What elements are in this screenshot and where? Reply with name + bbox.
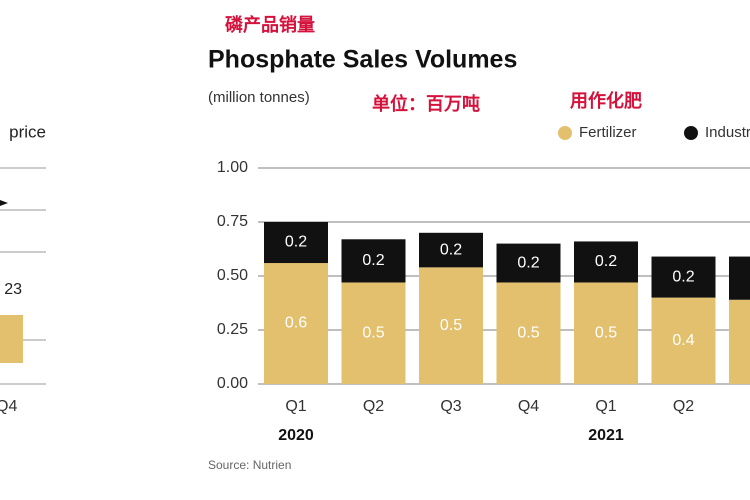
x-tick-label: Q2 (673, 398, 694, 415)
x-tick-label: Q1 (595, 398, 616, 415)
legend-swatch (558, 126, 572, 140)
bar-segment (264, 222, 328, 264)
annotation: 用作化肥 (570, 90, 642, 112)
data-label: 0.4 (672, 332, 694, 349)
source: Source: Nutrien (208, 458, 291, 472)
y-tick-label: 0.00 (217, 375, 248, 392)
x-tick-label: Q1 (285, 398, 306, 415)
x-tick-label: Q3 (440, 398, 461, 415)
bar-segment (341, 239, 406, 283)
y-tick-label: 0.50 (217, 267, 248, 284)
y-tick-label: 0.75 (217, 213, 248, 230)
annotation: 单位：百万吨 (372, 93, 480, 115)
data-label: 0.2 (672, 268, 694, 285)
y-tick-label: 1.00 (217, 159, 248, 176)
bar-segment (729, 299, 750, 384)
left-value-label: 23 (4, 281, 22, 298)
data-label: 0.2 (285, 234, 307, 251)
data-label: 0.2 (362, 252, 384, 269)
left-bar (0, 315, 23, 363)
bar-segment (574, 241, 638, 283)
bar-segment (496, 282, 561, 384)
x-tick-label: Q4 (518, 398, 539, 415)
data-label: 0.5 (362, 324, 384, 341)
left-legend: price (9, 122, 46, 141)
bar-segment (496, 243, 561, 283)
legend-swatch (684, 126, 698, 140)
legend-label: Industrial (705, 124, 750, 141)
data-label: 0.6 (285, 315, 307, 332)
bar-segment (651, 256, 716, 298)
data-label: 0.5 (595, 324, 617, 341)
x-group-label: 2020 (278, 427, 314, 444)
bar-segment (341, 282, 406, 384)
x-tick-label: Q2 (363, 398, 384, 415)
bar-segment (419, 267, 483, 384)
bar-segment (729, 256, 750, 300)
left-marker (0, 200, 8, 206)
annotation: 磷产品销量 (225, 14, 315, 36)
bar-segment (574, 282, 638, 384)
chart-subtitle: (million tonnes) (208, 89, 310, 106)
x-group-label: 2021 (588, 427, 624, 444)
data-label: 0.2 (517, 254, 539, 271)
legend-label: Fertilizer (579, 124, 637, 141)
data-label: 0.2 (595, 253, 617, 270)
chart-title: Phosphate Sales Volumes (208, 46, 517, 74)
bar-segment (264, 263, 328, 384)
data-label: 0.5 (517, 324, 539, 341)
left-category: Q4 (0, 398, 17, 415)
data-label: 0.5 (440, 317, 462, 334)
bar-segment (419, 232, 483, 268)
data-label: 0.2 (440, 241, 462, 258)
y-tick-label: 0.25 (217, 321, 248, 338)
bar-segment (651, 297, 716, 384)
